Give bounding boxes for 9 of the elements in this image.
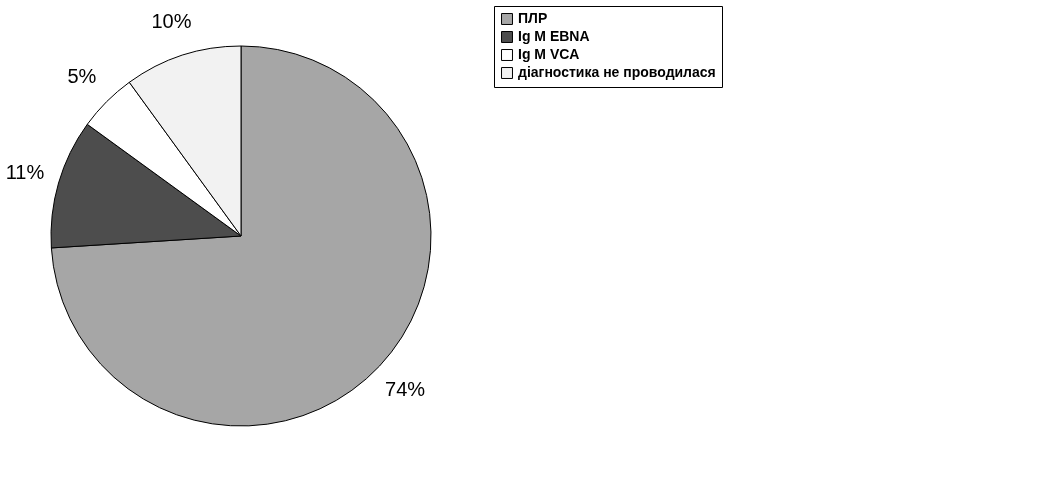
data-label: 74% xyxy=(385,378,426,401)
data-label: 10% xyxy=(151,10,192,33)
pie-slice xyxy=(50,45,432,427)
legend-label: діагностика не проводилася xyxy=(518,64,716,80)
legend-label: ПЛР xyxy=(518,10,548,26)
legend-label: Ig M VCA xyxy=(518,46,580,62)
data-label: 11% xyxy=(5,161,45,184)
legend-label: Ig M EBNA xyxy=(518,28,590,44)
data-label: 5% xyxy=(67,64,97,87)
